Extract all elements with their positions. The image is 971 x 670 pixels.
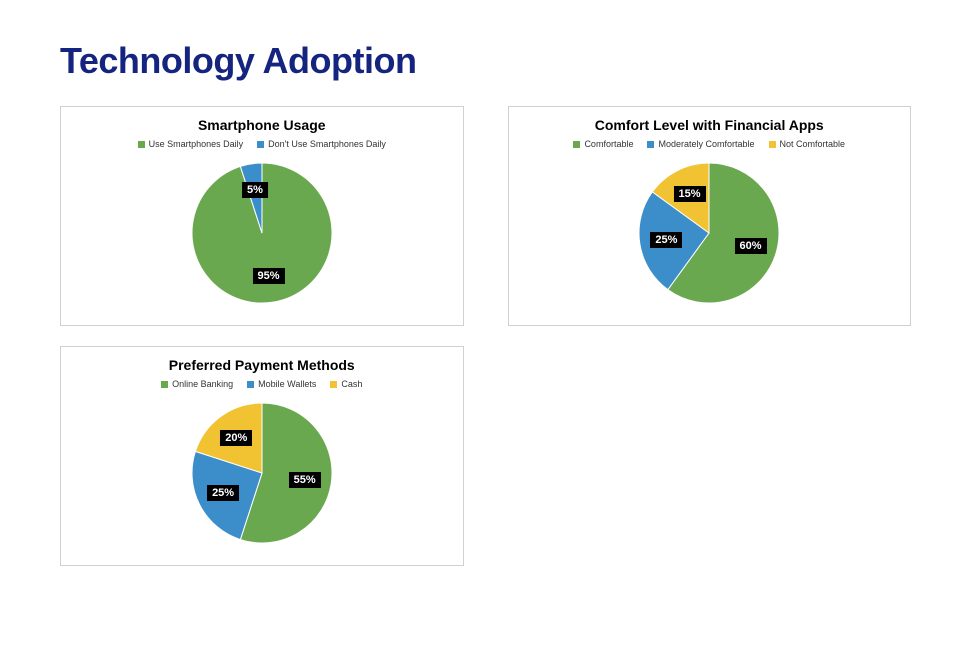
legend-label: Moderately Comfortable — [658, 139, 754, 149]
page-title: Technology Adoption — [60, 40, 911, 82]
slice-label: 5% — [242, 182, 268, 198]
chart-legend: Use Smartphones Daily Don't Use Smartphon… — [138, 139, 386, 149]
legend-swatch — [161, 381, 168, 388]
legend-swatch — [769, 141, 776, 148]
legend-swatch — [330, 381, 337, 388]
pie-wrap: 95% 5% — [73, 155, 451, 311]
pie-wrap: 60% 25% 15% — [521, 155, 899, 311]
slice-label: 55% — [289, 472, 321, 488]
legend-label: Mobile Wallets — [258, 379, 316, 389]
chart-card-payment: Preferred Payment Methods Online Banking M… — [60, 346, 464, 566]
legend-swatch — [647, 141, 654, 148]
charts-grid: Smartphone Usage Use Smartphones Daily Don… — [60, 106, 911, 566]
slice-label: 95% — [253, 268, 285, 284]
legend-swatch — [257, 141, 264, 148]
legend-item: Not Comfortable — [769, 139, 846, 149]
legend-swatch — [573, 141, 580, 148]
chart-title: Comfort Level with Financial Apps — [595, 117, 824, 133]
chart-legend: Comfortable Moderately Comfortable Not Com… — [573, 139, 845, 149]
chart-card-comfort: Comfort Level with Financial Apps Comfort… — [508, 106, 912, 326]
chart-card-smartphone: Smartphone Usage Use Smartphones Daily Don… — [60, 106, 464, 326]
legend-label: Use Smartphones Daily — [149, 139, 244, 149]
chart-title: Preferred Payment Methods — [169, 357, 355, 373]
legend-swatch — [247, 381, 254, 388]
legend-item: Comfortable — [573, 139, 633, 149]
slice-label: 60% — [735, 238, 767, 254]
slice-label: 20% — [220, 430, 252, 446]
legend-label: Don't Use Smartphones Daily — [268, 139, 386, 149]
pie-wrap: 55% 25% 20% — [73, 395, 451, 551]
legend-item: Mobile Wallets — [247, 379, 316, 389]
legend-label: Cash — [341, 379, 362, 389]
legend-swatch — [138, 141, 145, 148]
legend-label: Online Banking — [172, 379, 233, 389]
legend-label: Comfortable — [584, 139, 633, 149]
legend-item: Don't Use Smartphones Daily — [257, 139, 386, 149]
legend-item: Cash — [330, 379, 362, 389]
legend-item: Online Banking — [161, 379, 233, 389]
legend-label: Not Comfortable — [780, 139, 846, 149]
chart-title: Smartphone Usage — [198, 117, 326, 133]
legend-item: Use Smartphones Daily — [138, 139, 244, 149]
legend-item: Moderately Comfortable — [647, 139, 754, 149]
slice-label: 25% — [207, 485, 239, 501]
chart-legend: Online Banking Mobile Wallets Cash — [161, 379, 362, 389]
slice-label: 15% — [674, 186, 706, 202]
slice-label: 25% — [650, 232, 682, 248]
